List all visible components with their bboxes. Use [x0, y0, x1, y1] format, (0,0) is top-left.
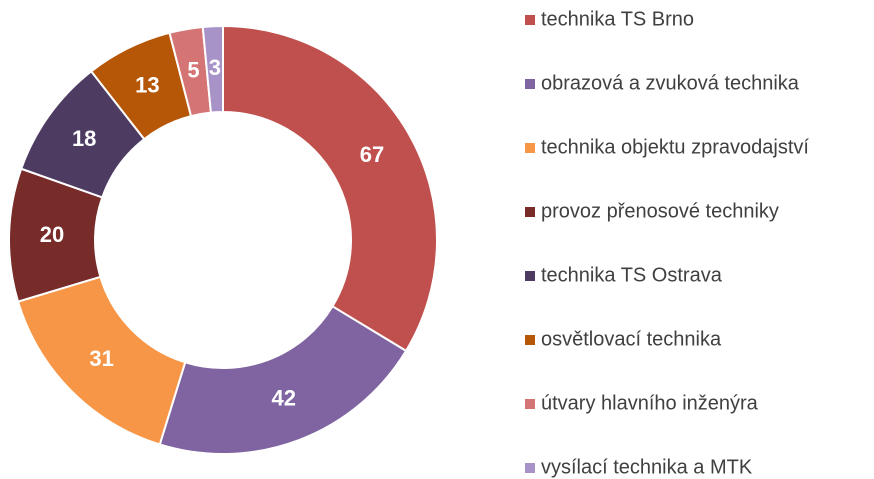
legend-swatch [525, 399, 535, 409]
data-label: 20 [40, 222, 64, 247]
donut-slice [201, 24, 224, 114]
data-label: 67 [360, 142, 384, 167]
data-label: 42 [271, 386, 295, 411]
legend-label: útvary hlavního inženýra [541, 392, 759, 414]
data-label: 31 [89, 346, 113, 371]
legend-label: technika TS Ostrava [541, 264, 723, 286]
legend-swatch [525, 143, 535, 153]
data-label: 3 [209, 55, 221, 80]
legend-swatch [525, 271, 535, 281]
legend-swatch [525, 207, 535, 217]
data-label: 13 [135, 72, 159, 97]
legend-label: obrazová a zvuková technika [541, 72, 800, 94]
data-label: 5 [187, 57, 199, 82]
legend-swatch [525, 15, 535, 25]
legend-label: osvětlovací technika [541, 328, 722, 350]
legend-label: technika objektu zpravodajství [541, 136, 809, 158]
legend-label: vysílací technika a MTK [541, 456, 753, 478]
legend-swatch [525, 335, 535, 345]
donut-slice [158, 304, 408, 455]
legend-swatch [525, 79, 535, 89]
donut-slice [222, 24, 438, 353]
legend-label: provoz přenosové techniky [541, 200, 779, 222]
legend-label: technika TS Brno [541, 8, 694, 30]
legend-swatch [525, 463, 535, 473]
data-label: 18 [72, 126, 96, 151]
